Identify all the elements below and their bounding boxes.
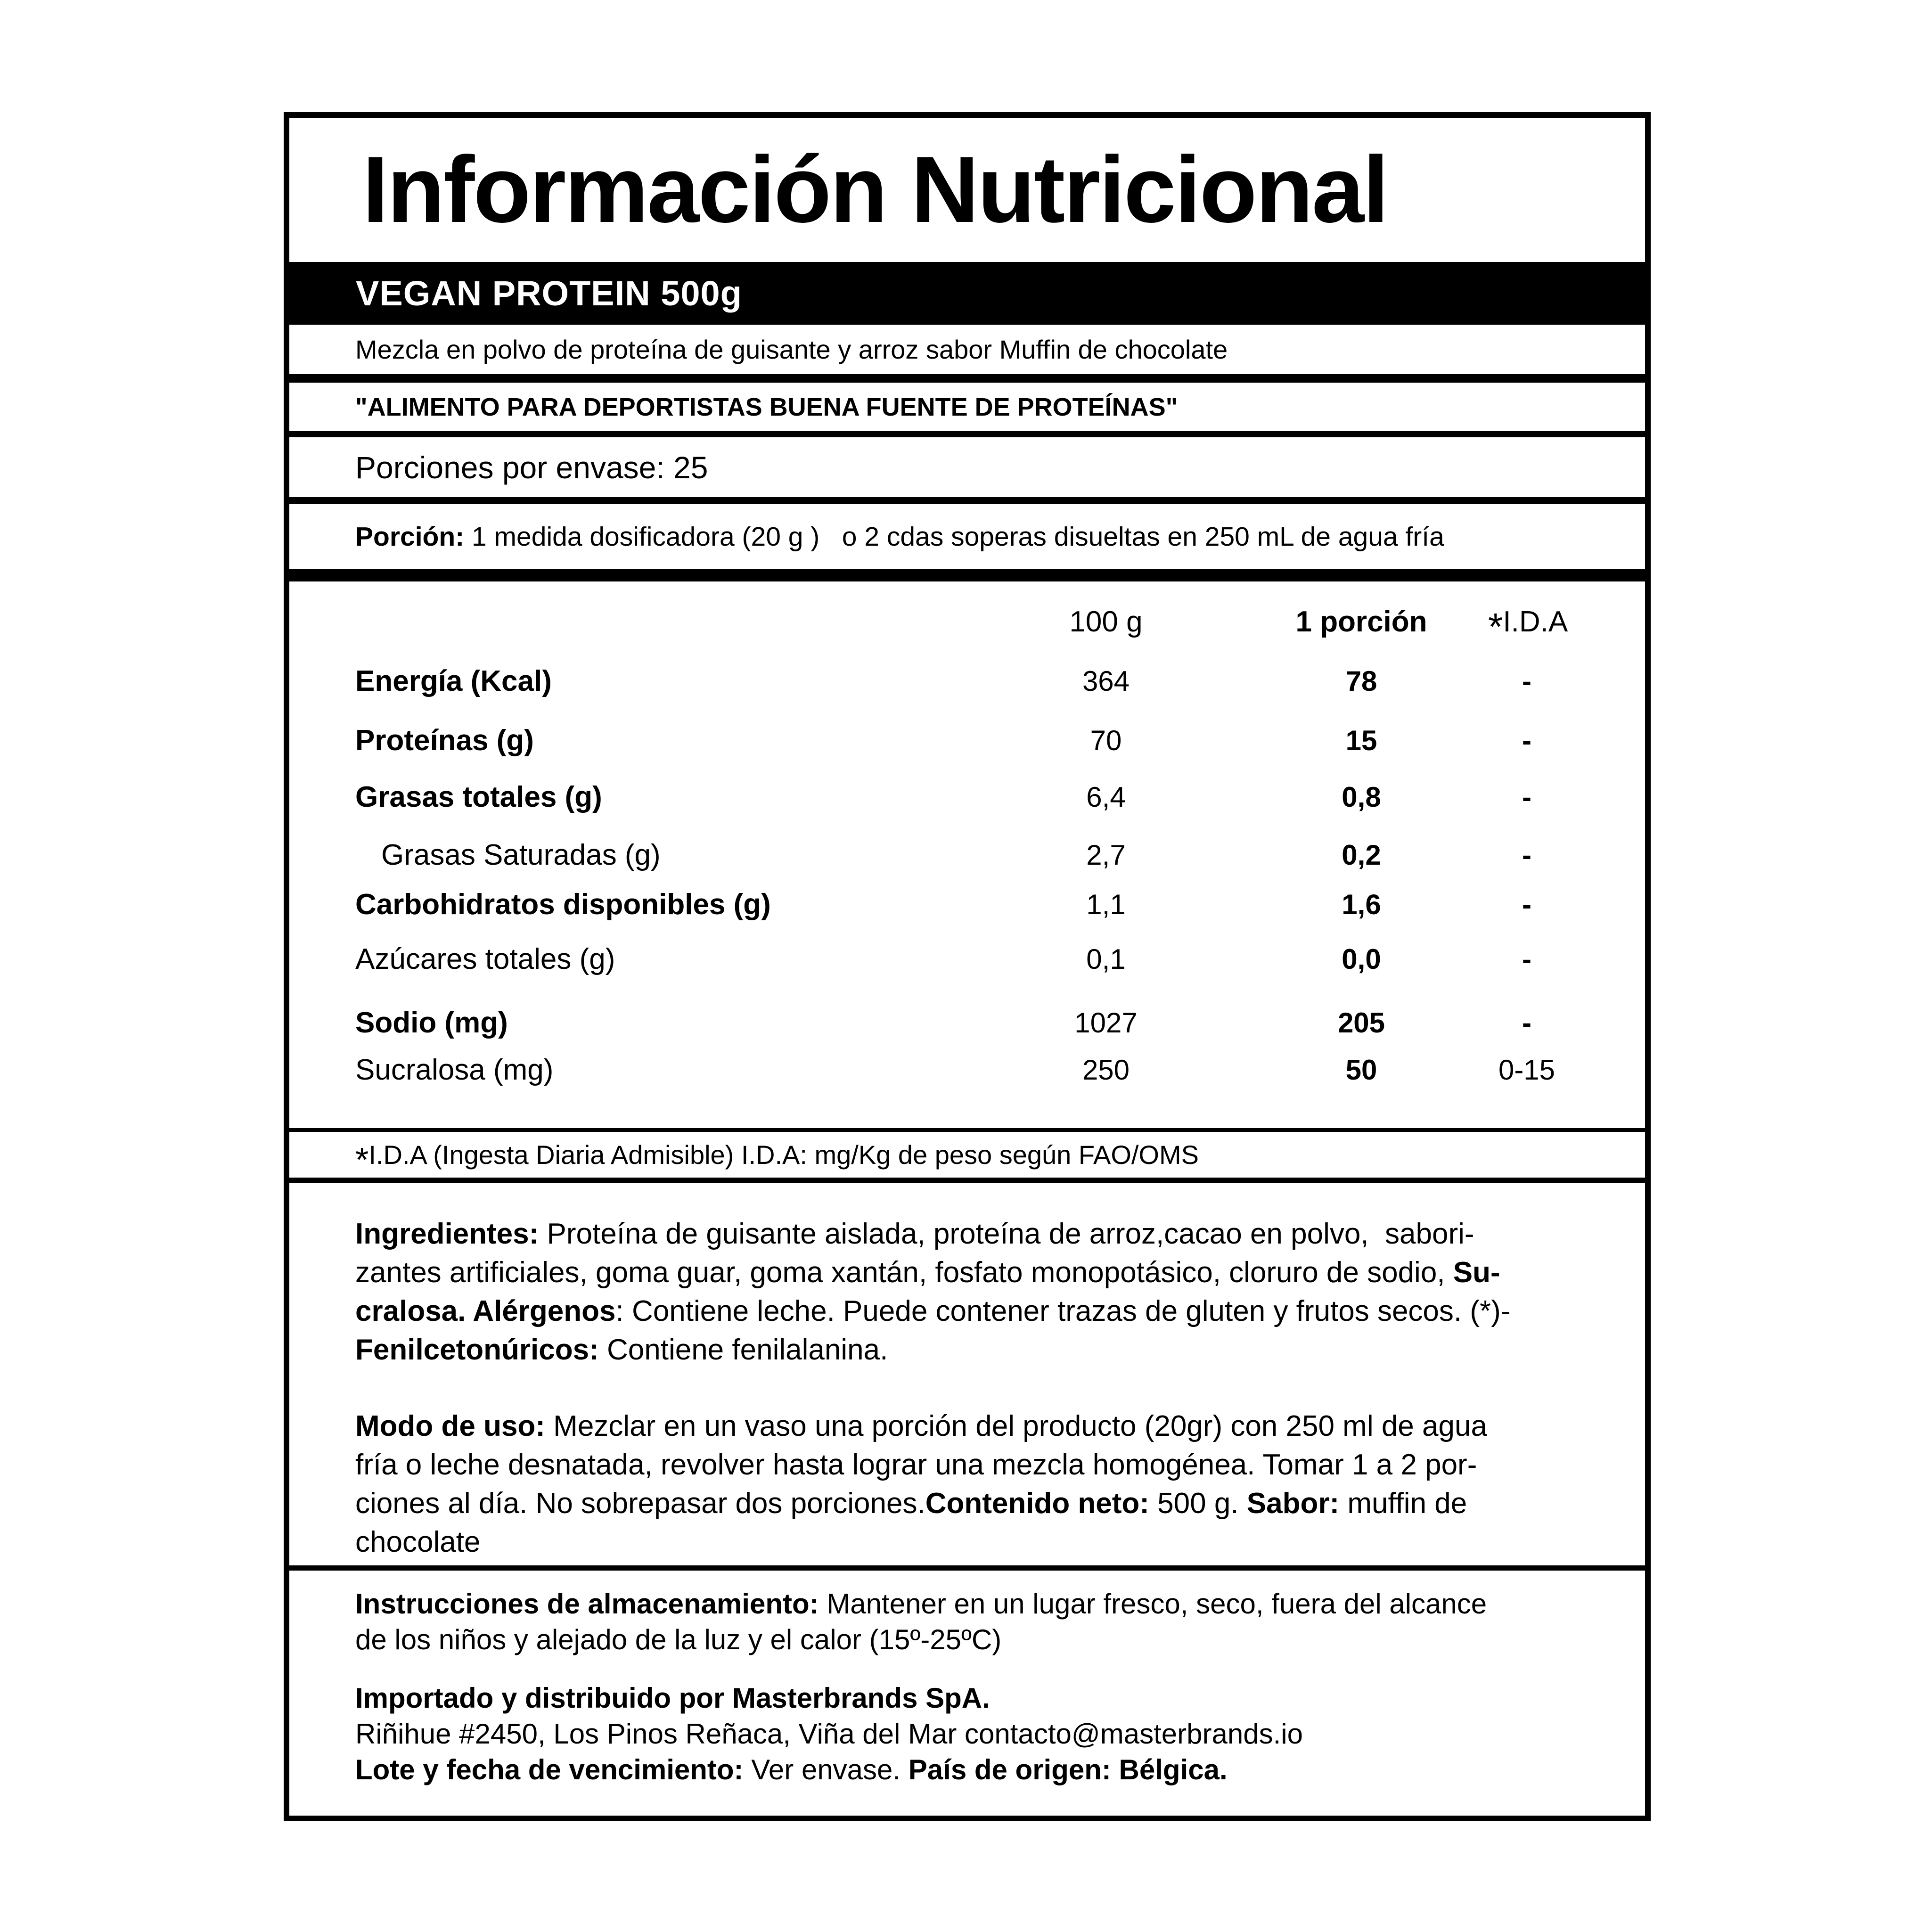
nutrition-table: 100 g 1 porción *I.D.A Energía (Kcal) 364… <box>289 581 1645 1132</box>
table-header-row: 100 g 1 porción *I.D.A <box>289 606 1645 647</box>
ida-footnote: *I.D.A (Ingesta Diaria Admisible) I.D.A:… <box>355 1139 1199 1177</box>
nutrition-facts-label: Información Nutricional VEGAN PROTEIN 50… <box>284 112 1651 1821</box>
value-ida: - <box>1522 665 1531 697</box>
value-portion: 1,6 <box>1342 889 1381 920</box>
text-segment: muffin de chocolate <box>355 1487 1467 1558</box>
usage-paragraph: Modo de uso: Mezclar en un vaso una porc… <box>355 1407 1626 1562</box>
title-section: Información Nutricional <box>289 118 1645 262</box>
table-body: Energía (Kcal) 364 78- Proteínas (g) 70 15- Gr… <box>289 666 1645 1085</box>
nutrient-label: Proteínas (g) <box>355 724 534 757</box>
table-row: Sucralosa (mg) 250 50 0-15 <box>289 1055 1645 1085</box>
value-ida: - <box>1522 943 1531 975</box>
value-portion: 0,2 <box>1342 839 1381 871</box>
nutrient-label: Carbohidratos disponibles (g) <box>355 888 771 921</box>
text-segment: Proteína de guisante aislada, proteína d… <box>355 1218 1474 1289</box>
asterisk-icon: * <box>355 1141 369 1179</box>
column-header-ida-text: I.D.A <box>1503 606 1568 638</box>
header-spacer <box>289 607 977 637</box>
text-segment: Contiene fenilalanina. <box>598 1334 888 1366</box>
value-portion: 0,0 <box>1342 943 1381 975</box>
text-segment: Sabor: <box>1246 1487 1340 1520</box>
nutrient-label: Energía (Kcal) <box>355 665 552 697</box>
ida-footnote-text: I.D.A (Ingesta Diaria Admisible) I.D.A: … <box>368 1140 1199 1170</box>
text-segment: Instrucciones de almacenamiento: <box>355 1588 819 1620</box>
text-segment: Fenilcetonúricos: <box>355 1334 599 1366</box>
value-portion: 205 <box>1337 1007 1385 1039</box>
product-name: VEGAN PROTEIN 500g <box>356 274 742 313</box>
value-100g: 1,1 <box>1086 889 1126 920</box>
nutrient-label: Grasas totales (g) <box>355 781 602 813</box>
column-header-ida: *I.D.A <box>1488 606 1568 647</box>
value-ida: 0-15 <box>1498 1054 1555 1086</box>
asterisk-icon: * <box>1488 606 1503 648</box>
nutrient-label: Sucralosa (mg) <box>355 1054 554 1086</box>
serving-size-lead: Porción: <box>355 522 465 552</box>
claim-section: "ALIMENTO PARA DEPORTISTAS BUENA FUENTE … <box>289 383 1645 437</box>
value-ida: - <box>1522 725 1531 756</box>
table-row: Grasas Saturadas (g) 2,7 0,2 - <box>289 840 1645 870</box>
product-name-bar: VEGAN PROTEIN 500g <box>289 262 1645 325</box>
value-100g: 6,4 <box>1086 781 1126 813</box>
storage-importer-section: Instrucciones de almacenamiento: Mantene… <box>289 1571 1645 1816</box>
value-ida: - <box>1522 889 1531 920</box>
value-100g: 70 <box>1090 725 1122 756</box>
serving-size: Porción: 1 medida dosificadora (20 g ) o… <box>355 521 1444 552</box>
nutrient-label: Azúcares totales (g) <box>355 943 615 975</box>
text-segment: Su- cralosa. Alérgenos <box>355 1256 1500 1327</box>
product-description: Mezcla en polvo de proteína de guisante … <box>355 335 1228 364</box>
text-segment: Contenido neto: <box>925 1487 1149 1520</box>
ingredients-usage-section: Ingredientes: Proteína de guisante aisla… <box>289 1183 1645 1571</box>
text-segment: : Contiene leche. Puede contener trazas … <box>615 1295 1511 1327</box>
text-segment: Modo de uso: <box>355 1410 545 1442</box>
value-portion: 50 <box>1345 1054 1377 1086</box>
table-row: Carbohidratos disponibles (g) 1,1 1,6 - <box>289 890 1645 920</box>
serving-size-rest: 1 medida dosificadora (20 g ) o 2 cdas s… <box>464 522 1444 552</box>
table-row: Proteínas (g) 70 15 - <box>289 726 1645 756</box>
value-100g: 1027 <box>1074 1007 1138 1039</box>
table-row: Grasas totales (g) 6,4 0,8 - <box>289 782 1645 812</box>
text-segment: Importado y distribuido por Masterbrands… <box>355 1682 990 1714</box>
table-row: Energía (Kcal) 364 78 - <box>289 666 1645 696</box>
column-header-100g: 100 g <box>1069 606 1143 638</box>
value-100g: 364 <box>1082 665 1130 697</box>
importer-paragraph: Importado y distribuido por Masterbrands… <box>355 1680 1626 1788</box>
value-100g: 250 <box>1082 1054 1130 1086</box>
text-segment: Ingredientes: <box>355 1218 539 1250</box>
nutrient-label: Grasas Saturadas (g) <box>381 839 661 871</box>
text-segment: Mezclar en un vaso una porción del produ… <box>355 1410 1487 1520</box>
text-segment: Riñihue #2450, Los Pinos Reñaca, Viña de… <box>355 1718 1303 1750</box>
serving-size-section: Porción: 1 medida dosificadora (20 g ) o… <box>289 504 1645 581</box>
column-header-portion: 1 porción <box>1295 606 1427 638</box>
value-100g: 2,7 <box>1086 839 1126 871</box>
servings-per-container: Porciones por envase: 25 <box>355 450 708 485</box>
page-title: Información Nutricional <box>362 137 1389 242</box>
ida-footnote-section: *I.D.A (Ingesta Diaria Admisible) I.D.A:… <box>289 1132 1645 1183</box>
text-segment: Mantener en un lugar fresco, seco, fuera… <box>355 1588 1487 1655</box>
servings-section: Porciones por envase: 25 <box>289 437 1645 504</box>
text-segment: 500 g. <box>1149 1487 1247 1520</box>
text-segment: Ver envase. <box>743 1754 909 1785</box>
storage-paragraph: Instrucciones de almacenamiento: Mantene… <box>355 1586 1626 1658</box>
nutrient-label: Sodio (mg) <box>355 1007 508 1039</box>
claim-text: "ALIMENTO PARA DEPORTISTAS BUENA FUENTE … <box>355 393 1178 421</box>
value-portion: 0,8 <box>1342 781 1381 813</box>
value-100g: 0,1 <box>1086 943 1126 975</box>
value-ida: - <box>1522 1007 1531 1039</box>
text-segment: País de origen: Bélgica. <box>908 1754 1228 1785</box>
table-row: Azúcares totales (g) 0,1 0,0 - <box>289 944 1645 974</box>
value-ida: - <box>1522 839 1531 871</box>
value-ida: - <box>1522 781 1531 813</box>
ingredients-paragraph: Ingredientes: Proteína de guisante aisla… <box>355 1215 1626 1369</box>
value-portion: 15 <box>1345 725 1377 756</box>
table-row: Sodio (mg) 1027 205 - <box>289 1008 1645 1038</box>
text-segment: Lote y fecha de vencimiento: <box>355 1754 744 1785</box>
value-portion: 78 <box>1345 665 1377 697</box>
description-section: Mezcla en polvo de proteína de guisante … <box>289 325 1645 383</box>
